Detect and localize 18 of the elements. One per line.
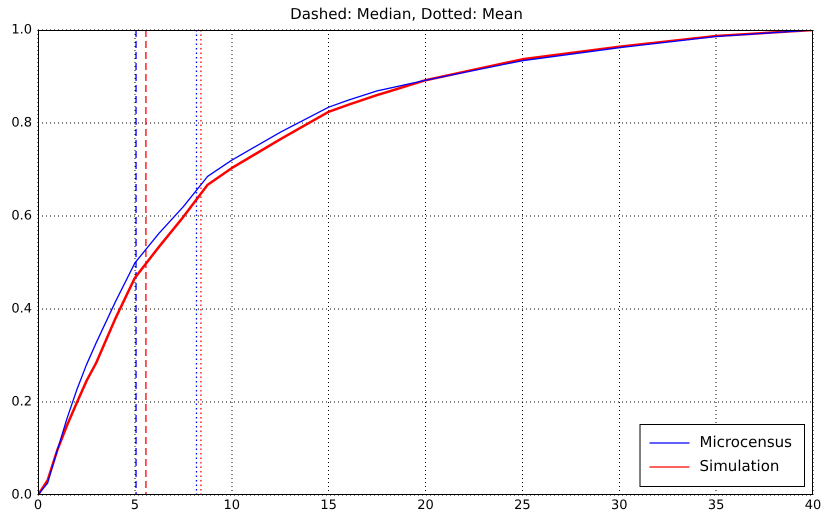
legend-label: Simulation xyxy=(700,456,780,475)
y-tick-label: 0.2 xyxy=(11,394,32,410)
y-tick-label: 1.0 xyxy=(11,22,32,38)
x-tick-label: 25 xyxy=(514,498,531,514)
y-tick-label: 0.0 xyxy=(11,487,32,502)
y-tick-label: 0.8 xyxy=(11,115,32,130)
y-tick-label: 0.6 xyxy=(11,208,32,224)
chart-title: Dashed: Median, Dotted: Mean xyxy=(290,4,523,23)
y-tick-label: 0.4 xyxy=(11,301,32,316)
x-tick-label: 30 xyxy=(610,498,628,514)
x-tick-label: 5 xyxy=(130,498,140,514)
x-tick-label: 20 xyxy=(417,498,434,514)
x-tick-label: 15 xyxy=(320,498,337,514)
x-tick-label: 35 xyxy=(708,498,724,514)
x-tick-label: 10 xyxy=(223,498,240,514)
legend-label: Microcensus xyxy=(700,432,792,451)
x-tick-label: 0 xyxy=(34,498,42,514)
x-tick-label: 40 xyxy=(804,498,822,514)
